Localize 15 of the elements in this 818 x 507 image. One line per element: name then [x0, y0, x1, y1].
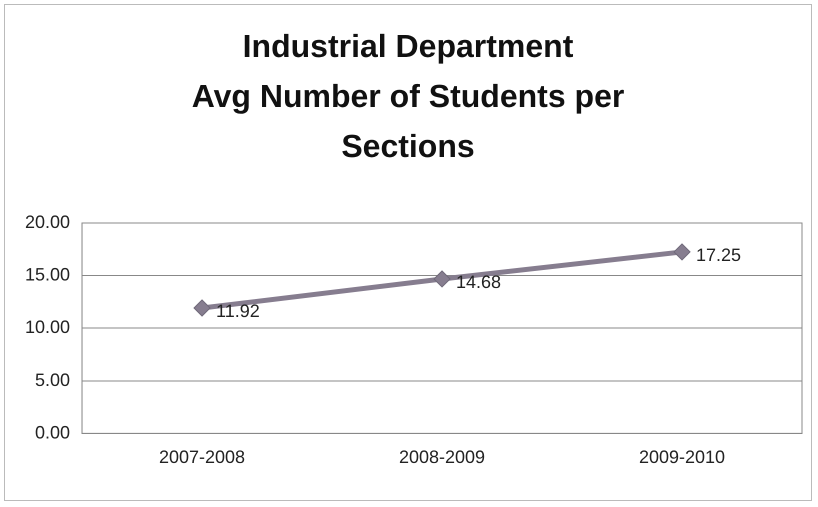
- data-label: 14.68: [456, 272, 502, 292]
- point: [674, 243, 691, 260]
- data-label: 17.25: [696, 244, 742, 265]
- x-tick-label: 2008-2009: [398, 447, 486, 468]
- y-tick-label: 0.00: [34, 422, 70, 442]
- y-tick-label: 5.00: [34, 370, 70, 390]
- point: [434, 270, 451, 288]
- point: [194, 300, 211, 316]
- x-tick-label: 2009-2010: [638, 447, 726, 468]
- y-tick-label: 20.00: [24, 212, 70, 232]
- x-tick-label: 2007-2008: [158, 447, 246, 468]
- y-tick-label: 15.00: [24, 264, 70, 285]
- y-tick-label: 10.00: [24, 317, 70, 338]
- chart-title: Industrial Department Avg Number of Students per Sections: [190, 27, 626, 166]
- data-label: 11.92: [216, 300, 260, 321]
